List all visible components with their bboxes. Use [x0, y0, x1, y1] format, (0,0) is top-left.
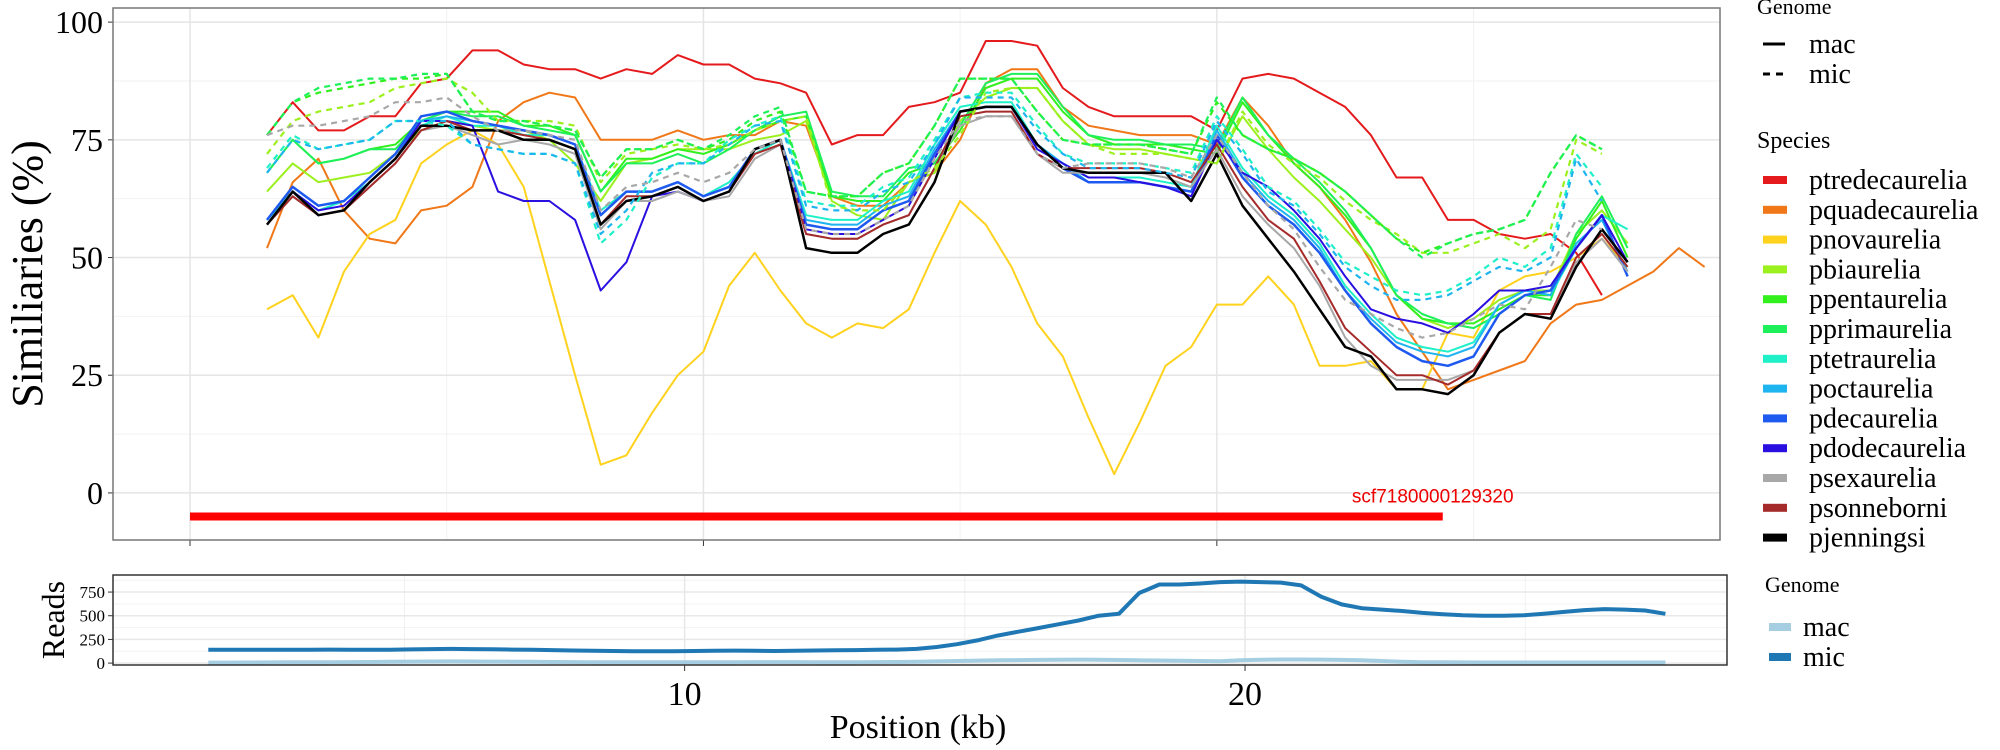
legend-title-reads-genome: Genome: [1765, 572, 1840, 597]
legend-key-ptredecaurelia: [1763, 176, 1787, 184]
legend-label-pdecaurelia: pdecaurelia: [1809, 403, 1939, 434]
legend-key-pquadecaurelia: [1763, 205, 1787, 214]
series-line-pdodecaurelia-mac: [266, 105, 1629, 334]
series-line-pjenningsi-mac: [266, 105, 1629, 396]
y-tick-label: 0: [87, 475, 103, 511]
series-line-pbiaurelia-mic: [266, 77, 1603, 254]
legend-key-psonneborni: [1763, 503, 1787, 512]
y-axis-title: Similiaries (%): [3, 140, 52, 408]
reads-legend-key-mac: [1769, 623, 1791, 631]
legend-label-ptetraurelia: ptetraurelia: [1809, 344, 1937, 375]
y-axis-title: Reads: [35, 581, 71, 659]
series-line-ptredecaurelia-mac: [266, 40, 1603, 296]
y-tick-label: 0: [97, 654, 106, 673]
contig-label: scf7180000129320: [1352, 486, 1514, 507]
x-tick-label: 20: [1228, 676, 1262, 713]
similarity-panel: 0 25 50 75 100 scf7180000129320 Similiaries (%…: [3, 4, 1721, 546]
reads-legend-label-mic: mic: [1803, 642, 1845, 673]
reads-panel: 0 250 500 750 10 20 Reads Position (kb): [35, 574, 1728, 746]
reads-legend-key-mic: [1769, 653, 1791, 661]
legend-title-genome: Genome: [1757, 0, 1832, 19]
legend-label-pprimaurelia: pprimaurelia: [1809, 314, 1953, 345]
legend-label-mic: mic: [1809, 59, 1851, 90]
legend-key-pdecaurelia: [1763, 414, 1787, 423]
legend-label-pjenningsi: pjenningsi: [1809, 523, 1926, 554]
x-tick-label: 10: [668, 676, 702, 713]
legend-label-psonneborni: psonneborni: [1809, 493, 1948, 524]
panel-background: [113, 8, 1720, 540]
y-tick-label: 75: [71, 122, 103, 158]
x-axis-title: Position (kb): [830, 709, 1007, 746]
legend-label-psexaurelia: psexaurelia: [1809, 463, 1937, 494]
y-tick-label: 100: [55, 4, 103, 40]
legend-key-poctaurelia: [1763, 384, 1787, 393]
panel-border: [112, 574, 1728, 666]
legend-key-pbiaurelia: [1763, 265, 1787, 274]
y-tick-label: 250: [80, 630, 106, 649]
legend-key-pdodecaurelia: [1763, 444, 1787, 453]
legend-key-ptetraurelia: [1763, 354, 1787, 363]
series-line-psexaurelia-mic: [266, 96, 1603, 339]
legend-title-species: Species: [1757, 128, 1830, 154]
series-line-pdecaurelia-mac: [266, 105, 1629, 368]
series-line-pprimaurelia-mic: [266, 72, 1603, 259]
legend-key-ppentaurelia: [1763, 295, 1787, 304]
legend-key-pprimaurelia: [1763, 325, 1787, 333]
reads-legend-label-mac: mac: [1803, 612, 1850, 643]
reads-line-mic: [208, 579, 1666, 654]
y-tick-label: 50: [71, 240, 103, 276]
legend-label-poctaurelia: poctaurelia: [1809, 374, 1934, 405]
legend-label-pdodecaurelia: pdodecaurelia: [1809, 433, 1967, 464]
reads-line-mac: [208, 657, 1666, 665]
legend-label-pnovaurelia: pnovaurelia: [1809, 225, 1942, 256]
legends: GenomemacmicSpeciesptredecaureliapquadec…: [1757, 0, 1979, 673]
series-line-poctaurelia-mic: [266, 96, 1603, 301]
legend-label-ppentaurelia: ppentaurelia: [1809, 284, 1948, 315]
legend-key-pjenningsi: [1763, 533, 1787, 542]
panel-border: [112, 7, 1721, 541]
legend-key-psexaurelia: [1763, 474, 1787, 482]
y-tick-label: 500: [80, 607, 106, 626]
legend-label-pquadecaurelia: pquadecaurelia: [1809, 195, 1979, 226]
y-tick-label: 750: [80, 583, 106, 602]
legend-label-pbiaurelia: pbiaurelia: [1809, 254, 1922, 285]
legend-label-ptredecaurelia: ptredecaurelia: [1809, 165, 1968, 196]
legend-key-pnovaurelia: [1763, 235, 1787, 244]
legend-label-mac: mac: [1809, 29, 1856, 60]
y-tick-label: 25: [71, 357, 103, 393]
